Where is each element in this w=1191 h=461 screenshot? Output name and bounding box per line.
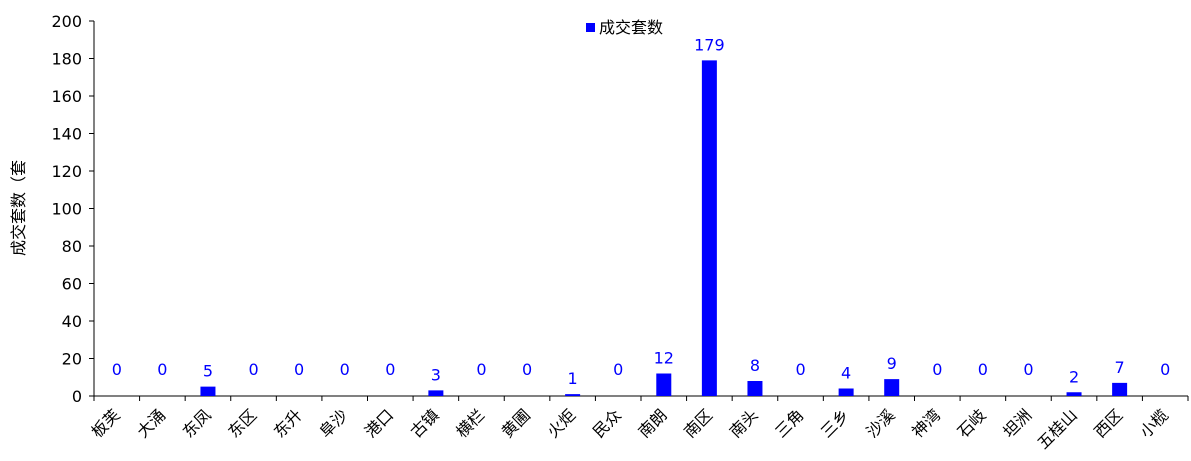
data-label: 1 [568, 369, 578, 388]
data-label: 0 [522, 360, 532, 379]
bar [428, 390, 444, 396]
y-axis-label: 成交套数（套 [9, 160, 28, 256]
legend-swatch [586, 23, 595, 32]
y-axis-label-group: 成交套数（套 [9, 160, 28, 256]
bar [656, 373, 672, 396]
bar [701, 60, 717, 396]
legend-label: 成交套数 [599, 18, 663, 37]
y-tick-label: 80 [62, 237, 82, 256]
data-label: 2 [1069, 367, 1079, 386]
category-label: 石岐 [954, 405, 990, 441]
data-label: 3 [431, 365, 441, 384]
y-tick-label: 140 [51, 125, 82, 144]
data-label: 0 [340, 360, 350, 379]
y-tick-label: 60 [62, 275, 82, 294]
y-tick-label: 180 [51, 50, 82, 69]
data-label: 0 [978, 360, 988, 379]
category-label: 火炬 [543, 405, 579, 441]
bars [200, 60, 1128, 396]
y-tick-label: 0 [72, 387, 82, 406]
category-label: 沙溪 [862, 405, 898, 441]
category-label: 西区 [1090, 405, 1126, 441]
category-label: 五桂山 [1033, 405, 1080, 452]
data-label: 179 [694, 35, 725, 54]
category-label: 坦洲 [999, 405, 1035, 441]
data-label: 0 [795, 360, 805, 379]
category-label: 古镇 [407, 405, 443, 441]
category-label: 南头 [726, 405, 762, 441]
data-label: 5 [203, 362, 213, 381]
y-tick-label: 120 [51, 162, 82, 181]
category-label: 东区 [224, 405, 260, 441]
bar [747, 381, 763, 396]
category-label: 港口 [361, 405, 397, 441]
data-label: 0 [1160, 360, 1170, 379]
legend: 成交套数 [586, 18, 663, 37]
y-tick-label: 160 [51, 87, 82, 106]
category-labels: 板芙 大涌 东凤 东区 东升 阜沙 港口 古镇 横栏 黄圃 火炬 民众 南朗 南区 南头 三角 三乡 沙溪 神湾 石岐… [88, 405, 1172, 452]
data-labels: 0 0 5 0 0 0 0 3 0 0 1 0 12 179 8 0 4 9 0 0 0 2 7 0 [112, 35, 1171, 388]
y-tick-label: 20 [62, 350, 82, 369]
category-label: 阜沙 [315, 405, 351, 441]
data-label: 0 [294, 360, 304, 379]
category-label: 南朗 [635, 405, 671, 441]
bar [200, 386, 216, 396]
data-label: 7 [1115, 358, 1125, 377]
bar [884, 379, 900, 396]
category-label: 神湾 [908, 405, 944, 441]
data-label: 4 [841, 364, 851, 383]
data-label: 0 [112, 360, 122, 379]
data-label: 9 [887, 354, 897, 373]
bar [565, 394, 581, 396]
category-label: 东升 [270, 405, 306, 441]
category-label: 大涌 [133, 405, 169, 441]
data-label: 0 [476, 360, 486, 379]
category-label: 东凤 [179, 405, 215, 441]
category-label: 三角 [771, 405, 807, 441]
category-label: 南区 [680, 405, 716, 441]
category-label: 横栏 [452, 405, 488, 441]
bar [1066, 392, 1082, 396]
bar [1112, 382, 1128, 396]
y-tick-label: 200 [51, 12, 82, 31]
data-label: 12 [654, 349, 674, 368]
y-tick-label: 40 [62, 312, 82, 331]
data-label: 0 [1023, 360, 1033, 379]
category-label: 黄圃 [498, 405, 534, 441]
data-label: 0 [613, 360, 623, 379]
category-label: 民众 [589, 405, 625, 441]
category-label: 小榄 [1136, 405, 1172, 441]
y-tick-label: 100 [51, 200, 82, 219]
data-label: 0 [932, 360, 942, 379]
data-label: 0 [248, 360, 258, 379]
data-label: 0 [157, 360, 167, 379]
category-label: 板芙 [88, 405, 124, 441]
bar [838, 388, 854, 396]
data-label: 8 [750, 356, 760, 375]
data-label: 0 [385, 360, 395, 379]
category-label: 三乡 [817, 405, 853, 441]
